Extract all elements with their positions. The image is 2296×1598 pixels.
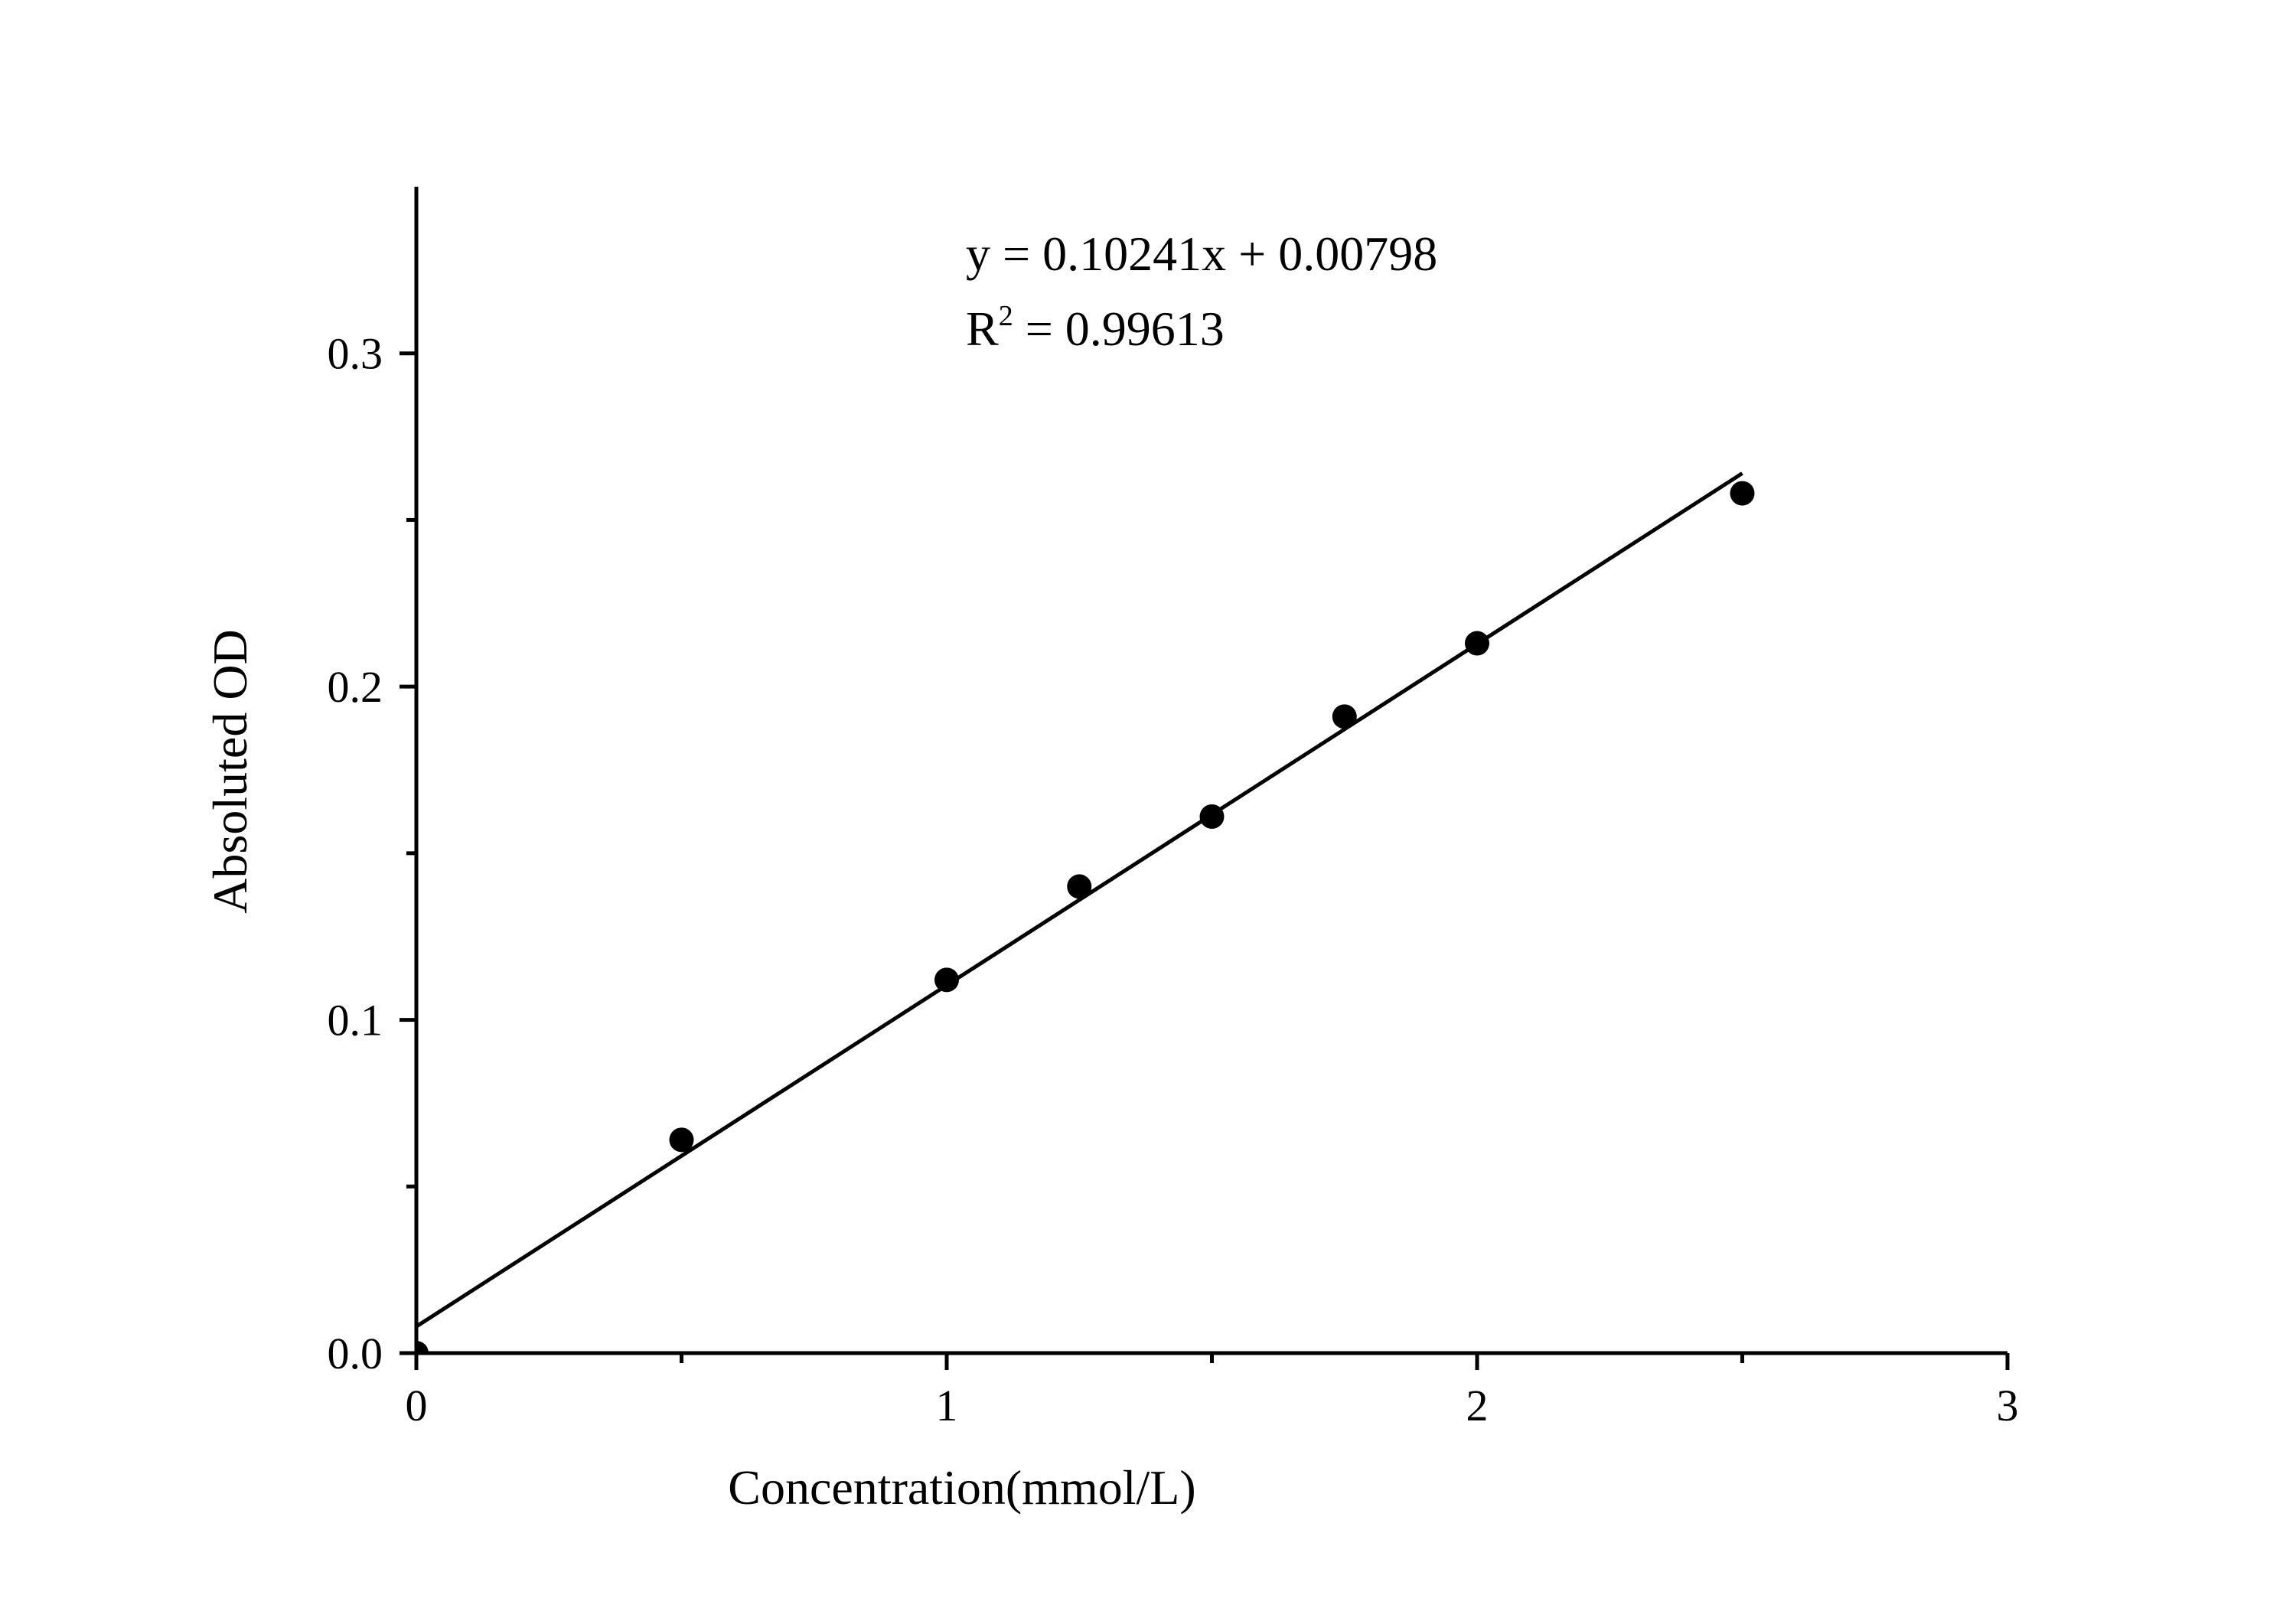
data-point xyxy=(1199,804,1225,829)
x-tick-label: 3 xyxy=(1997,1381,2019,1430)
y-axis-title: Absoluted OD xyxy=(203,629,257,914)
r-squared-annotation: R2 = 0.99613 xyxy=(966,300,1225,356)
y-tick-label: 0.2 xyxy=(328,662,383,712)
y-tick-label: 0.1 xyxy=(328,996,383,1045)
y-tick-label: 0.0 xyxy=(328,1329,383,1378)
r-squared-exponent: 2 xyxy=(999,300,1013,332)
y-tick-label: 0.3 xyxy=(328,329,383,379)
data-point xyxy=(669,1127,694,1153)
y-axis-ticks: 0.0 0.1 0.2 0.3 xyxy=(328,329,416,1378)
data-point xyxy=(1465,631,1489,656)
x-tick-label: 0 xyxy=(406,1381,428,1430)
r-squared-value: = 0.99613 xyxy=(1013,302,1225,356)
fit-line-group xyxy=(415,471,1743,1329)
data-point xyxy=(416,1341,429,1353)
data-point xyxy=(1332,704,1357,729)
x-tick-label: 1 xyxy=(936,1381,958,1430)
x-axis-title: Concentration(mmol/L) xyxy=(728,1460,1195,1515)
data-points xyxy=(416,481,1755,1353)
regression-equation: y = 0.10241x + 0.00798 xyxy=(966,227,1437,281)
data-point xyxy=(934,967,959,993)
data-point xyxy=(1730,481,1755,506)
r-squared-symbol: R xyxy=(966,302,999,356)
x-tick-label: 2 xyxy=(1466,1381,1489,1430)
x-axis-ticks: 0 1 2 3 xyxy=(406,1353,2019,1430)
fit-line xyxy=(415,471,1743,1329)
data-point xyxy=(1067,874,1092,899)
